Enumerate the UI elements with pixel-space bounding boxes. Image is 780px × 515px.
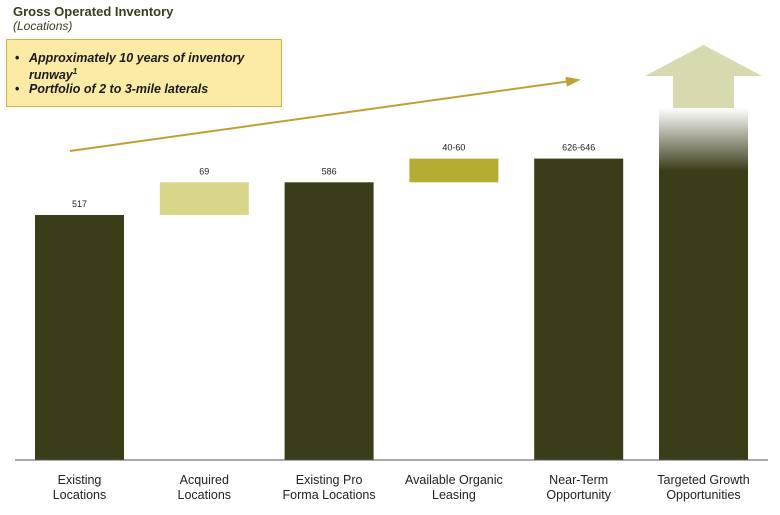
callout-bullet-2-text: Portfolio of 2 to 3-mile laterals: [29, 82, 209, 97]
growth-bar-fade: [659, 108, 748, 171]
category-label-1-line-2: Locations: [53, 488, 107, 502]
data-label-5: 626-646: [562, 143, 595, 153]
growth-up-arrow: [645, 45, 762, 108]
callout-box: Approximately 10 years of inventory runw…: [6, 39, 282, 107]
category-label-1-line-1: Existing: [58, 473, 102, 487]
category-label-4-line-1: Available Organic: [405, 473, 503, 487]
data-label-2: 69: [199, 166, 209, 176]
growth-bar: [659, 170, 748, 460]
callout-bullet-1-text: Approximately 10 years of inventory runw…: [29, 51, 245, 83]
category-label-3-line-2: Forma Locations: [283, 488, 376, 502]
category-label-2-line-1: Acquired: [180, 473, 229, 487]
callout-bullet-1: Approximately 10 years of inventory runw…: [15, 51, 271, 82]
data-label-1: 517: [72, 199, 87, 209]
trend-arrowhead: [565, 76, 581, 87]
footnote-marker: 1: [72, 67, 78, 76]
bar-1: [35, 214, 124, 460]
data-label-4: 40-60: [442, 143, 465, 153]
bar-5: [534, 158, 624, 460]
trend-line: [69, 79, 579, 152]
category-label-6-line-1: Targeted Growth: [657, 473, 749, 487]
chart-title: Gross Operated Inventory: [13, 4, 174, 19]
bars-group: [35, 45, 762, 460]
category-label-6-line-2: Opportunities: [666, 488, 740, 502]
trend-arrow: [69, 76, 581, 152]
data-label-3: 586: [322, 166, 337, 176]
callout-list: Approximately 10 years of inventory runw…: [15, 51, 271, 96]
bar-2: [159, 182, 249, 215]
bar-3: [284, 182, 374, 460]
labels-group: 517ExistingLocations69AcquiredLocations5…: [53, 143, 750, 502]
category-label-3-line-1: Existing Pro: [296, 473, 363, 487]
callout-bullet-2: Portfolio of 2 to 3-mile laterals: [15, 82, 271, 96]
category-label-5-line-1: Near-Term: [549, 473, 608, 487]
category-label-2-line-2: Locations: [178, 488, 232, 502]
category-label-5-line-2: Opportunity: [546, 488, 611, 502]
chart-subtitle: (Locations): [13, 19, 73, 33]
category-label-4-line-2: Leasing: [432, 488, 476, 502]
bar-4: [409, 158, 499, 183]
